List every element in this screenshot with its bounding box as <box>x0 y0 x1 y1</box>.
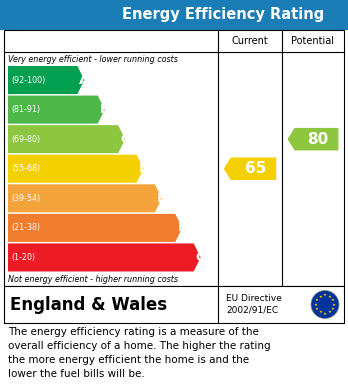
Text: ★: ★ <box>318 295 322 299</box>
Text: (92-100): (92-100) <box>11 75 45 84</box>
Text: E: E <box>157 192 166 205</box>
Polygon shape <box>8 214 182 242</box>
Text: ★: ★ <box>318 310 322 314</box>
Polygon shape <box>8 184 162 212</box>
Polygon shape <box>8 155 143 183</box>
Polygon shape <box>224 158 276 180</box>
Text: (21-38): (21-38) <box>11 223 40 232</box>
Circle shape <box>311 291 339 319</box>
Text: 80: 80 <box>308 132 329 147</box>
Text: Very energy efficient - lower running costs: Very energy efficient - lower running co… <box>8 54 178 63</box>
Text: (69-80): (69-80) <box>11 135 40 143</box>
Text: ★: ★ <box>327 295 332 299</box>
Text: England & Wales: England & Wales <box>10 296 167 314</box>
Text: F: F <box>177 221 187 234</box>
Polygon shape <box>8 125 125 153</box>
Text: ★: ★ <box>331 298 335 302</box>
Text: ★: ★ <box>315 307 319 311</box>
Text: ★: ★ <box>314 303 318 307</box>
Text: Not energy efficient - higher running costs: Not energy efficient - higher running co… <box>8 275 178 284</box>
Text: ★: ★ <box>323 312 327 316</box>
Text: (1-20): (1-20) <box>11 253 35 262</box>
Text: D: D <box>139 162 150 175</box>
Text: A: A <box>79 74 90 86</box>
Polygon shape <box>8 66 84 94</box>
Text: EU Directive
2002/91/EC: EU Directive 2002/91/EC <box>226 294 282 315</box>
Text: (39-54): (39-54) <box>11 194 40 203</box>
Text: The energy efficiency rating is a measure of the
overall efficiency of a home. T: The energy efficiency rating is a measur… <box>8 327 271 379</box>
Polygon shape <box>8 95 105 124</box>
Text: ★: ★ <box>315 298 319 302</box>
Polygon shape <box>287 128 338 151</box>
Text: ★: ★ <box>332 303 336 307</box>
Polygon shape <box>8 244 201 271</box>
Bar <box>4 286 344 323</box>
Text: Current: Current <box>232 36 268 46</box>
Text: Potential: Potential <box>292 36 334 46</box>
Text: ★: ★ <box>323 293 327 298</box>
Text: B: B <box>100 103 110 116</box>
Text: ★: ★ <box>331 307 335 311</box>
Bar <box>4 30 344 286</box>
Text: Energy Efficiency Rating: Energy Efficiency Rating <box>122 7 324 23</box>
Text: 65: 65 <box>245 161 266 176</box>
Text: ★: ★ <box>327 310 332 314</box>
Bar <box>0 0 348 30</box>
Text: (81-91): (81-91) <box>11 105 40 114</box>
Text: G: G <box>196 251 206 264</box>
Text: (55-68): (55-68) <box>11 164 40 173</box>
Text: C: C <box>120 133 130 146</box>
